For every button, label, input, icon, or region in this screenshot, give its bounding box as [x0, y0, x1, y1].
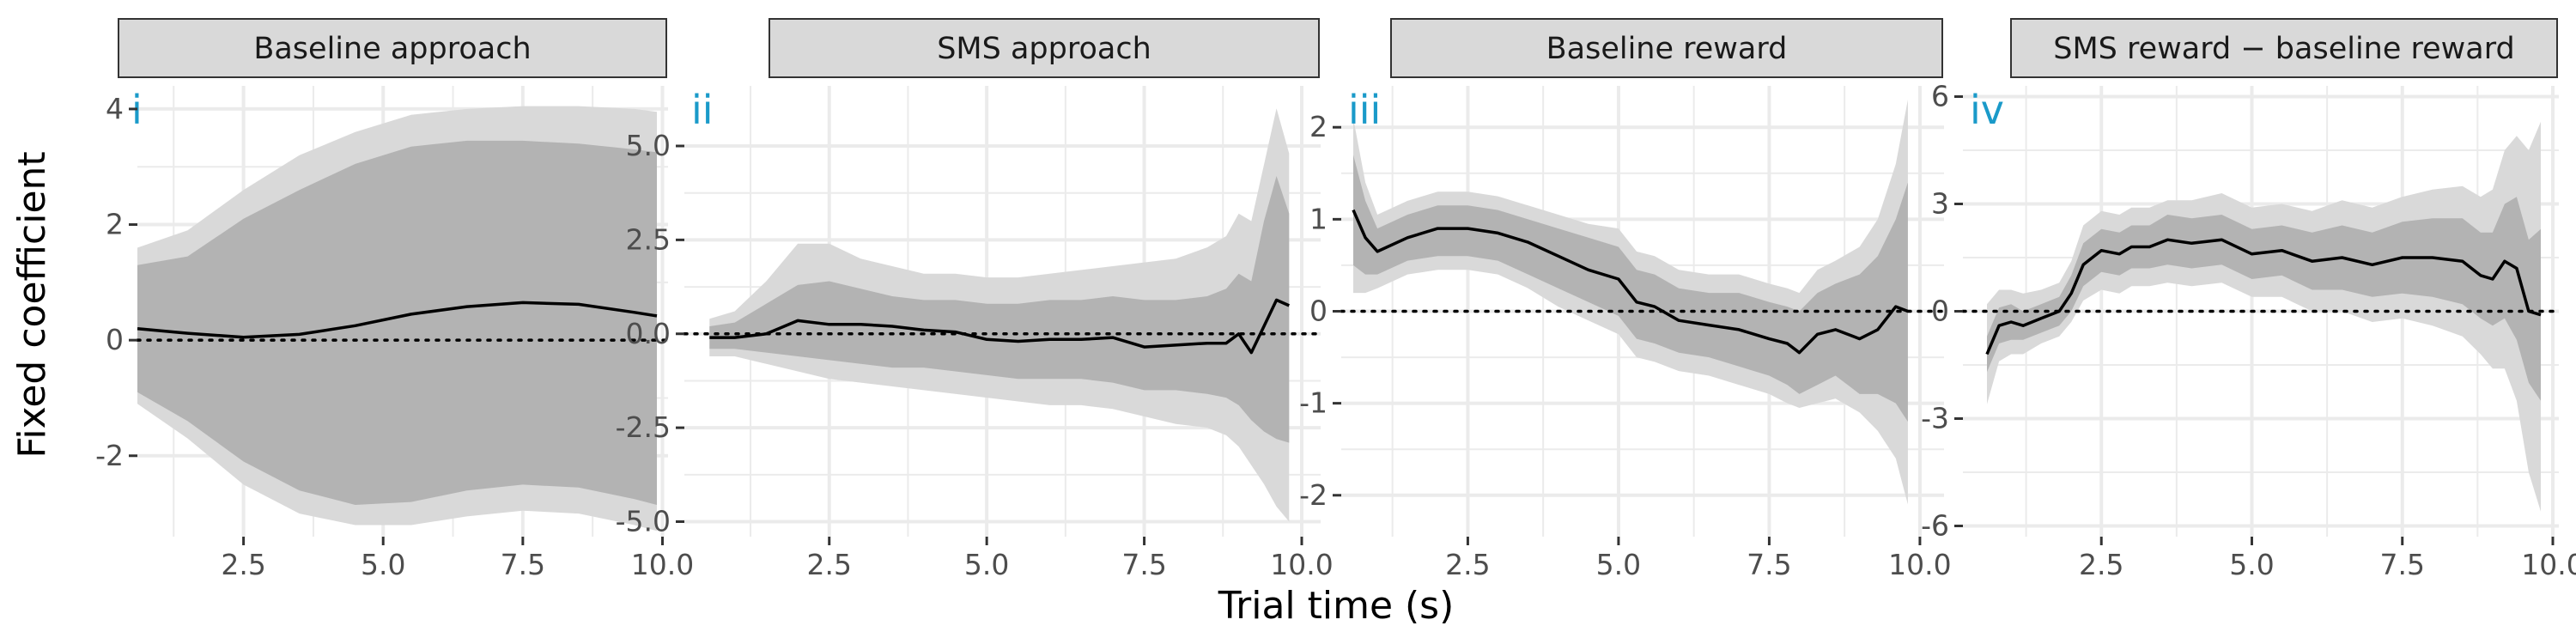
y-axis-title: Fixed coefficient — [10, 151, 54, 458]
y-tick-label: 0 — [106, 323, 124, 356]
facet-strip — [118, 18, 667, 78]
y-tick-label: 2.5 — [626, 222, 671, 256]
facet-strip — [1390, 18, 1943, 78]
x-tick-label: 2.5 — [221, 548, 265, 581]
panel-2: SMS approach ii 2.5 5.0 7.5 10.0 -5.0 -2.5 0.0 2.… — [616, 18, 1334, 581]
y-tick-label: 0 — [1309, 295, 1327, 328]
inner-interval-band — [709, 176, 1290, 443]
inner-interval-band — [1987, 197, 2541, 401]
x-tick-label: 2.5 — [2079, 548, 2123, 581]
y-tick-label: -3 — [1921, 402, 1949, 435]
x-tick-label: 5.0 — [964, 548, 1009, 581]
panel-tag: ii — [691, 87, 714, 133]
x-axis-title: Trial time (s) — [1218, 584, 1455, 628]
facet-title: Baseline reward — [1546, 32, 1788, 66]
x-tick-label: 7.5 — [501, 548, 545, 581]
x-tick-label: 2.5 — [1445, 548, 1490, 581]
y-tick-label: 6 — [1931, 80, 1949, 113]
x-tick-label: 7.5 — [1121, 548, 1166, 581]
y-tick-label: -2 — [1299, 478, 1327, 512]
y-tick-label: 0.0 — [626, 317, 671, 350]
y-tick-label: 4 — [106, 92, 124, 125]
panel-3: Baseline reward iii 2.5 5.0 7.5 10.0 -2 -1 0 1 2 — [1299, 18, 1952, 581]
inner-interval-band — [1353, 155, 1908, 422]
outer-interval-band — [1987, 121, 2541, 512]
panel-4: SMS reward − baseline reward iv 2.5 5.0 7.5 1… — [1921, 18, 2576, 581]
x-tick-label: 10.0 — [631, 548, 694, 581]
facet-title: SMS reward − baseline reward — [2053, 32, 2515, 66]
y-tick-label: -1 — [1299, 386, 1327, 420]
x-tick-label: 7.5 — [2379, 548, 2424, 581]
panels-group: Baseline approachi2.55.07.510.0-2024SMS … — [95, 18, 2576, 581]
y-tick-label: -6 — [1921, 509, 1949, 543]
facet-strip — [2010, 18, 2558, 78]
y-tick-label: -2 — [95, 439, 124, 472]
y-tick-label: 3 — [1931, 187, 1949, 221]
facet-title: Baseline approach — [253, 32, 531, 66]
y-tick-label: 5.0 — [626, 129, 671, 162]
facet-strip — [769, 18, 1320, 78]
y-tick-label: 0 — [1931, 295, 1949, 328]
x-tick-label: 5.0 — [2229, 548, 2274, 581]
inner-interval-band — [137, 140, 657, 505]
x-tick-label: 5.0 — [361, 548, 405, 581]
panel-tag: iv — [1970, 87, 2004, 133]
y-tick-label: 2 — [1309, 110, 1327, 143]
x-tick-label: 10.0 — [1888, 548, 1951, 581]
x-tick-label: 2.5 — [807, 548, 852, 581]
y-tick-label: -5.0 — [616, 505, 671, 538]
mean-coefficient-line — [709, 298, 1291, 355]
x-tick-label: 10.0 — [2521, 548, 2576, 581]
x-tick-label: 7.5 — [1747, 548, 1791, 581]
facet-title: SMS approach — [937, 32, 1151, 66]
mean-coefficient-line — [137, 301, 658, 339]
mean-coefficient-line — [1985, 238, 2542, 355]
x-tick-label: 5.0 — [1596, 548, 1641, 581]
y-tick-label: -2.5 — [616, 410, 671, 444]
x-tick-label: 10.0 — [1270, 548, 1333, 581]
mean-coefficient-line — [1352, 209, 1909, 355]
y-tick-label: 2 — [106, 208, 124, 241]
panel-tag: iii — [1348, 87, 1381, 133]
y-tick-label: 1 — [1309, 202, 1327, 235]
